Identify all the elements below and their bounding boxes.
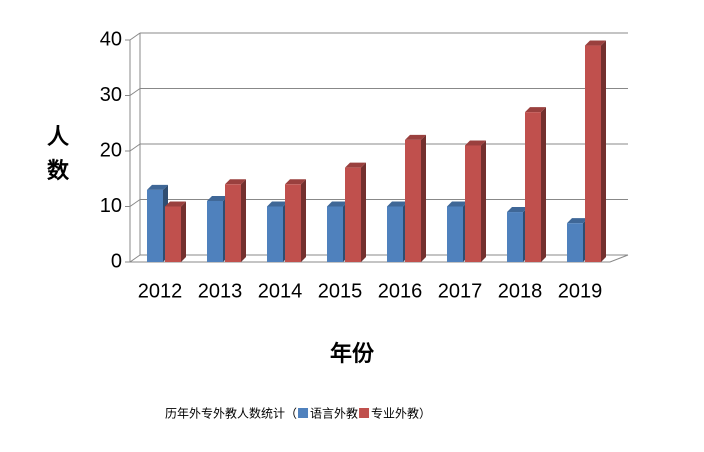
y-tick-label: 0	[111, 250, 122, 272]
bar-top	[465, 140, 486, 146]
x-tick-label: 2018	[498, 280, 543, 302]
y-tick-label: 40	[100, 28, 122, 50]
bar	[447, 206, 463, 262]
bar	[405, 139, 421, 262]
bar	[567, 223, 583, 262]
caption-close: ）	[419, 407, 431, 421]
x-axis-title: 年份	[330, 341, 375, 367]
bar	[207, 200, 223, 262]
x-tick-label: 2016	[378, 280, 423, 302]
bar-top	[585, 40, 606, 46]
y-tick-label: 20	[100, 139, 122, 161]
bar	[345, 167, 361, 262]
bar-top	[525, 107, 546, 113]
bar	[525, 112, 541, 263]
bar	[285, 184, 301, 262]
grid-line-side	[129, 32, 141, 41]
bar	[147, 189, 163, 262]
bar-side	[181, 201, 186, 262]
grid-line-side	[129, 199, 141, 207]
grid-line-side	[129, 143, 141, 152]
bar-side	[601, 40, 606, 262]
grid-line-side	[129, 88, 141, 96]
bar	[465, 145, 481, 262]
bar-top	[147, 184, 168, 190]
bar	[507, 212, 523, 262]
bar	[387, 206, 403, 262]
legend-label: 专业外教	[371, 406, 419, 421]
grid-line-side	[129, 254, 141, 263]
bar	[327, 206, 343, 262]
bar	[225, 184, 241, 262]
bar-top	[285, 179, 306, 185]
bar-side	[301, 179, 306, 262]
bar-side	[361, 162, 366, 262]
x-tick-label: 2012	[138, 280, 183, 302]
x-tick-label: 2017	[438, 280, 483, 302]
caption-open: 历年外专外教人数统计（	[165, 406, 297, 421]
bar-top	[405, 134, 426, 140]
x-tick-label: 2013	[198, 280, 243, 302]
legend-swatch	[359, 408, 370, 418]
bar-side	[421, 134, 426, 262]
bar	[585, 45, 601, 262]
bar-top	[165, 201, 186, 207]
bar	[267, 206, 283, 262]
legend-label: 语言外教	[310, 406, 358, 421]
bar-top	[447, 201, 468, 207]
y-tick-label: 10	[100, 195, 122, 217]
y-tick-label: 30	[100, 84, 122, 106]
bar-top	[387, 201, 408, 207]
bar-top	[567, 218, 588, 224]
floor	[130, 254, 629, 263]
x-tick-label: 2019	[558, 280, 603, 302]
bar	[165, 206, 181, 262]
x-tick-label: 2014	[258, 280, 303, 302]
y-axis-title-2: 数	[47, 158, 70, 184]
legend-swatch	[298, 408, 309, 418]
bar-side	[241, 179, 246, 262]
bar-top	[327, 201, 348, 207]
bar-top	[207, 195, 228, 201]
bar-top	[225, 179, 246, 185]
y-axis-title-1: 人	[47, 125, 69, 150]
bar-top	[507, 207, 528, 213]
x-tick-label: 2015	[318, 280, 363, 302]
bar-side	[481, 140, 486, 262]
bar-top	[267, 201, 288, 207]
bar-side	[541, 107, 546, 263]
bar-top	[345, 162, 366, 168]
